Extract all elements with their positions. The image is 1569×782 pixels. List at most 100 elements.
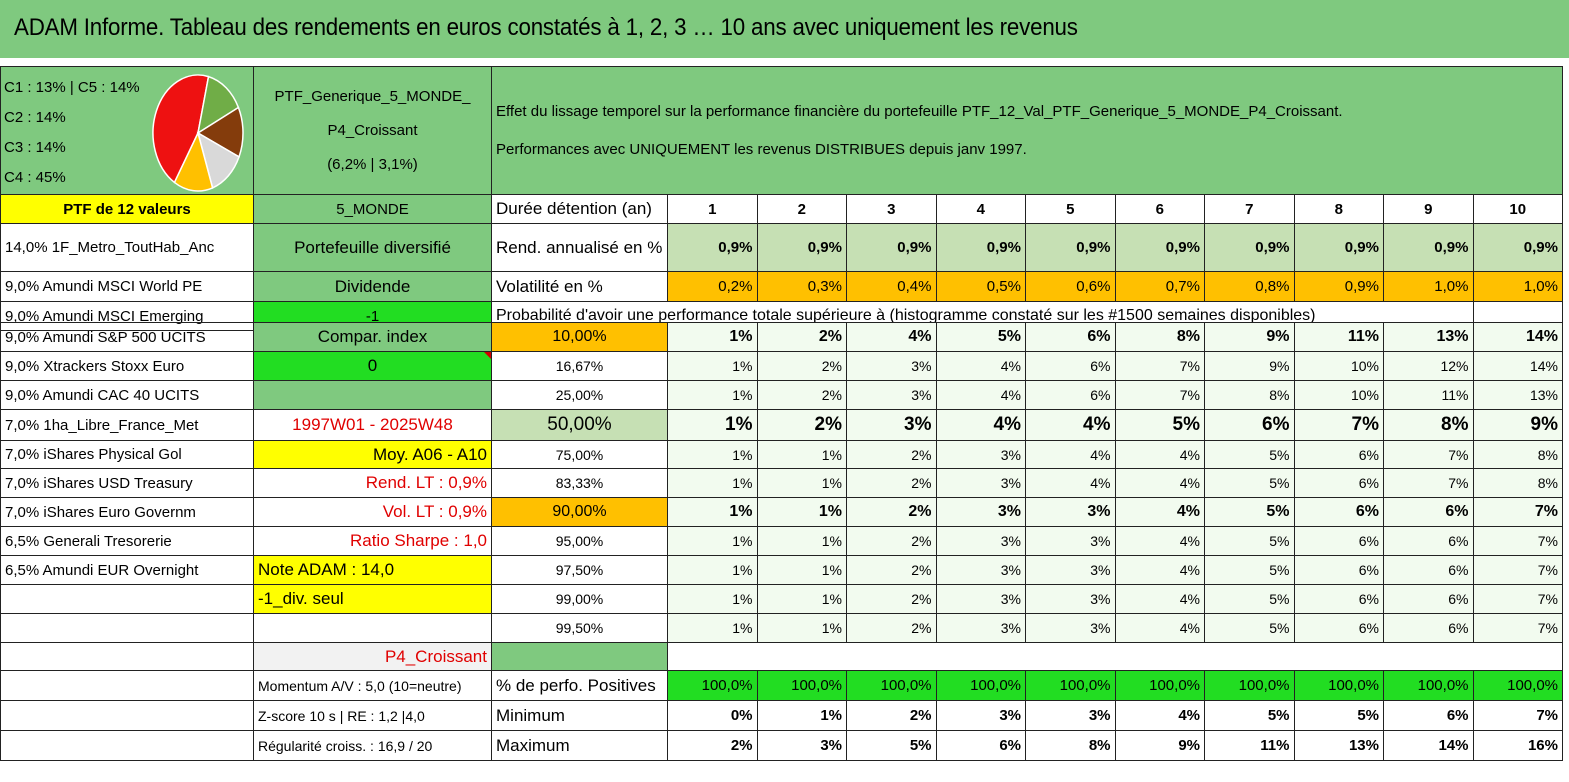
probability-value: 7% [1383, 440, 1474, 469]
profile-label: P4_Croissant [253, 642, 492, 671]
year-header: 9 [1383, 194, 1474, 224]
threshold-label: 95,00% [491, 526, 668, 556]
probability-value: 5% [1204, 468, 1295, 498]
compar-index-value: 0 [253, 351, 492, 381]
probability-value: 10% [1293, 351, 1384, 381]
probability-value: 6% [1025, 322, 1116, 352]
threshold-label: 16,67% [491, 351, 668, 381]
probability-value: 6% [1383, 497, 1474, 527]
average-label: Moy. A06 - A10 [253, 440, 492, 469]
probability-value: 6% [1293, 468, 1384, 498]
probability-value: 1% [667, 468, 758, 498]
max-value: 2% [667, 730, 758, 761]
probability-value: 3% [935, 555, 1026, 585]
max-value: 11% [1204, 730, 1295, 761]
year-header: 2 [756, 194, 847, 224]
max-value: 3% [756, 730, 847, 761]
probability-value: 1% [667, 351, 758, 381]
allocation-pie-chart [152, 74, 244, 192]
title-bar: ADAM Informe. Tableau des rendements en … [0, 0, 1569, 62]
rend-value: 0,9% [846, 223, 937, 272]
holding-item: 7,0% iShares Euro Governm [0, 497, 254, 527]
threshold-label: 10,00% [491, 322, 668, 352]
probability-value: 7% [1472, 584, 1563, 614]
probability-row: -1_div. seul 99,00% 1% 1% 2% 3% 3% 4% 5% 6% 6% 7% [0, 584, 1563, 614]
probability-value: 6% [1025, 380, 1116, 410]
empty-cell [0, 700, 254, 731]
pie-slice-c2 [196, 106, 244, 158]
probability-value: 2% [846, 468, 937, 498]
probability-value: 2% [846, 613, 937, 643]
year-header: 10 [1472, 194, 1563, 224]
probability-value: 6% [1383, 555, 1474, 585]
rend-value: 0,9% [1204, 223, 1295, 272]
probability-value: 4% [1114, 468, 1205, 498]
probability-value: 3% [1025, 584, 1116, 614]
probability-value: 3% [935, 468, 1026, 498]
probability-value: 7% [1472, 526, 1563, 556]
pos-value: 100,0% [1114, 670, 1205, 701]
probability-value: 4% [846, 322, 937, 352]
regularity-label: Régularité croiss. : 16,9 / 20 [253, 730, 492, 761]
probability-value: 8% [1472, 468, 1563, 498]
vol-value: 0,7% [1114, 271, 1205, 302]
probability-value: 7% [1383, 468, 1474, 498]
legend-item: C3 : 14% [4, 139, 66, 156]
report-table: C1 : 13% | C5 : 14% C2 : 14% C3 : 14% C4… [0, 66, 1563, 331]
max-value: 9% [1114, 730, 1205, 761]
probability-value: 1% [667, 322, 758, 352]
pos-value: 100,0% [756, 670, 847, 701]
min-value: 3% [935, 700, 1026, 731]
probability-row: 7,0% iShares Physical Gol Moy. A06 - A10 7… [0, 440, 1563, 469]
max-row: Régularité croiss. : 16,9 / 20 Maximum 2% 3… [0, 730, 1563, 761]
threshold-label: 99,00% [491, 584, 668, 614]
page-title: ADAM Informe. Tableau des rendements en … [14, 14, 1078, 41]
probability-value: 3% [935, 613, 1026, 643]
min-value: 2% [846, 700, 937, 731]
probability-value: 4% [935, 409, 1026, 441]
min-value: 4% [1114, 700, 1205, 731]
probability-value: 4% [935, 380, 1026, 410]
probability-value: 4% [935, 351, 1026, 381]
probability-value: 8% [1114, 322, 1205, 352]
portfolio-name-cell: PTF_Generique_5_MONDE_ P4_Croissant (6,2… [253, 66, 492, 195]
holding-item: 9,0% Xtrackers Stoxx Euro [0, 351, 254, 381]
max-value: 5% [846, 730, 937, 761]
vol-value: 1,0% [1472, 271, 1563, 302]
max-value: 6% [935, 730, 1026, 761]
probability-value: 4% [1114, 584, 1205, 614]
rend-value: 0,9% [1472, 223, 1563, 272]
probability-value: 6% [1293, 526, 1384, 556]
probability-value: 4% [1114, 440, 1205, 469]
threshold-label: 25,00% [491, 380, 668, 410]
probability-value: 7% [1293, 409, 1384, 441]
min-value: 1% [756, 700, 847, 731]
vol-value: 1,0% [1383, 271, 1474, 302]
threshold-label: 50,00% [491, 409, 668, 441]
probability-value: 6% [1025, 351, 1116, 381]
probability-value: 1% [667, 555, 758, 585]
probability-value: 1% [667, 584, 758, 614]
probability-value: 1% [667, 409, 758, 441]
probability-value: 5% [1204, 526, 1295, 556]
year-header: 4 [935, 194, 1026, 224]
holding-item: 9,0% Amundi MSCI World PE [0, 271, 254, 302]
sharpe-label: Ratio Sharpe : 1,0 [253, 526, 492, 556]
compar-index-label: Compar. index [253, 322, 492, 352]
probability-value: 1% [756, 526, 847, 556]
min-value: 3% [1025, 700, 1116, 731]
year-header: 8 [1293, 194, 1384, 224]
empty-cell [0, 584, 254, 614]
probability-value: 2% [846, 584, 937, 614]
legend-item: C1 : 13% | C5 : 14% [4, 79, 140, 96]
min-row: Z-score 10 s | RE : 1,2 |4,0 Minimum 0% 1% 2… [0, 700, 1563, 731]
vol-value: 0,5% [935, 271, 1026, 302]
probability-value: 6% [1293, 497, 1384, 527]
ptf-count-label: PTF de 12 valeurs [0, 194, 254, 224]
profile-row: P4_Croissant [0, 642, 1563, 671]
diversified-label: Portefeuille diversifié [253, 223, 492, 272]
zone-label: 5_MONDE [253, 194, 492, 224]
probability-value: 3% [1025, 497, 1116, 527]
probability-value: 1% [756, 497, 847, 527]
header-row: PTF de 12 valeurs 5_MONDE Durée détentio… [0, 194, 1563, 224]
